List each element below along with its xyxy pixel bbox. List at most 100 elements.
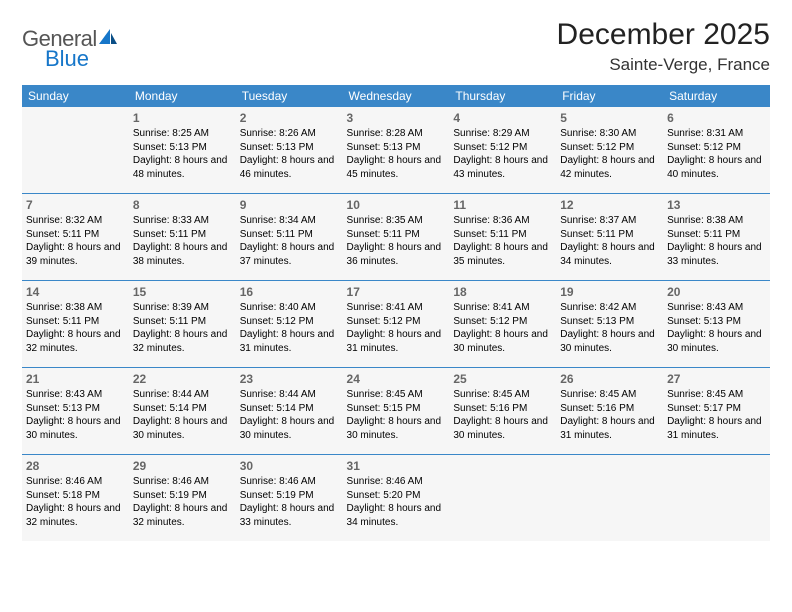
day-cell: 15Sunrise: 8:39 AMSunset: 5:11 PMDayligh… xyxy=(129,281,236,368)
daylight-line: Daylight: 8 hours and 34 minutes. xyxy=(347,502,446,529)
daylight-line: Daylight: 8 hours and 43 minutes. xyxy=(453,154,552,181)
calendar-row: 7Sunrise: 8:32 AMSunset: 5:11 PMDaylight… xyxy=(22,194,770,281)
daylight-line: Daylight: 8 hours and 32 minutes. xyxy=(133,328,232,355)
weekday-header: Saturday xyxy=(663,85,770,107)
sunset-line: Sunset: 5:11 PM xyxy=(453,228,552,242)
day-cell: 16Sunrise: 8:40 AMSunset: 5:12 PMDayligh… xyxy=(236,281,343,368)
day-number: 8 xyxy=(133,194,232,214)
sunrise-line: Sunrise: 8:34 AM xyxy=(240,214,339,228)
day-number: 11 xyxy=(453,194,552,214)
day-cell: 2Sunrise: 8:26 AMSunset: 5:13 PMDaylight… xyxy=(236,107,343,194)
sunrise-line: Sunrise: 8:38 AM xyxy=(667,214,766,228)
sunrise-line: Sunrise: 8:26 AM xyxy=(240,127,339,141)
sunrise-line: Sunrise: 8:37 AM xyxy=(560,214,659,228)
sunset-line: Sunset: 5:11 PM xyxy=(26,228,125,242)
day-cell: 26Sunrise: 8:45 AMSunset: 5:16 PMDayligh… xyxy=(556,368,663,455)
sunset-line: Sunset: 5:11 PM xyxy=(560,228,659,242)
daylight-line: Daylight: 8 hours and 37 minutes. xyxy=(240,241,339,268)
sunset-line: Sunset: 5:11 PM xyxy=(133,315,232,329)
day-number: 5 xyxy=(560,107,659,127)
day-number: 27 xyxy=(667,368,766,388)
empty-cell xyxy=(449,455,556,542)
day-number: 26 xyxy=(560,368,659,388)
sunset-line: Sunset: 5:11 PM xyxy=(133,228,232,242)
weekday-header: Friday xyxy=(556,85,663,107)
sunset-line: Sunset: 5:19 PM xyxy=(240,489,339,503)
sunrise-line: Sunrise: 8:41 AM xyxy=(347,301,446,315)
sunset-line: Sunset: 5:15 PM xyxy=(347,402,446,416)
day-number: 15 xyxy=(133,281,232,301)
sunrise-line: Sunrise: 8:35 AM xyxy=(347,214,446,228)
daylight-line: Daylight: 8 hours and 30 minutes. xyxy=(133,415,232,442)
sunrise-line: Sunrise: 8:46 AM xyxy=(133,475,232,489)
weekday-header: Sunday xyxy=(22,85,129,107)
day-cell: 3Sunrise: 8:28 AMSunset: 5:13 PMDaylight… xyxy=(343,107,450,194)
day-cell: 11Sunrise: 8:36 AMSunset: 5:11 PMDayligh… xyxy=(449,194,556,281)
day-number: 2 xyxy=(240,107,339,127)
daylight-line: Daylight: 8 hours and 40 minutes. xyxy=(667,154,766,181)
sunset-line: Sunset: 5:14 PM xyxy=(240,402,339,416)
day-cell: 4Sunrise: 8:29 AMSunset: 5:12 PMDaylight… xyxy=(449,107,556,194)
day-number: 29 xyxy=(133,455,232,475)
day-number: 12 xyxy=(560,194,659,214)
day-cell: 18Sunrise: 8:41 AMSunset: 5:12 PMDayligh… xyxy=(449,281,556,368)
sunrise-line: Sunrise: 8:38 AM xyxy=(26,301,125,315)
sunset-line: Sunset: 5:11 PM xyxy=(26,315,125,329)
sunset-line: Sunset: 5:13 PM xyxy=(560,315,659,329)
sunrise-line: Sunrise: 8:45 AM xyxy=(667,388,766,402)
sunset-line: Sunset: 5:11 PM xyxy=(667,228,766,242)
day-number: 17 xyxy=(347,281,446,301)
daylight-line: Daylight: 8 hours and 31 minutes. xyxy=(347,328,446,355)
day-cell: 30Sunrise: 8:46 AMSunset: 5:19 PMDayligh… xyxy=(236,455,343,542)
sunset-line: Sunset: 5:12 PM xyxy=(453,141,552,155)
sunrise-line: Sunrise: 8:25 AM xyxy=(133,127,232,141)
sunrise-line: Sunrise: 8:39 AM xyxy=(133,301,232,315)
sunrise-line: Sunrise: 8:30 AM xyxy=(560,127,659,141)
day-cell: 7Sunrise: 8:32 AMSunset: 5:11 PMDaylight… xyxy=(22,194,129,281)
sunset-line: Sunset: 5:12 PM xyxy=(240,315,339,329)
sunrise-line: Sunrise: 8:46 AM xyxy=(26,475,125,489)
sunset-line: Sunset: 5:19 PM xyxy=(133,489,232,503)
day-number: 1 xyxy=(133,107,232,127)
weekday-header: Tuesday xyxy=(236,85,343,107)
sunset-line: Sunset: 5:13 PM xyxy=(240,141,339,155)
daylight-line: Daylight: 8 hours and 32 minutes. xyxy=(26,328,125,355)
logo-word2: Blue xyxy=(45,46,89,72)
sunset-line: Sunset: 5:13 PM xyxy=(26,402,125,416)
sunrise-line: Sunrise: 8:32 AM xyxy=(26,214,125,228)
sunset-line: Sunset: 5:14 PM xyxy=(133,402,232,416)
day-cell: 6Sunrise: 8:31 AMSunset: 5:12 PMDaylight… xyxy=(663,107,770,194)
daylight-line: Daylight: 8 hours and 30 minutes. xyxy=(453,328,552,355)
sunset-line: Sunset: 5:11 PM xyxy=(240,228,339,242)
daylight-line: Daylight: 8 hours and 34 minutes. xyxy=(560,241,659,268)
daylight-line: Daylight: 8 hours and 30 minutes. xyxy=(453,415,552,442)
daylight-line: Daylight: 8 hours and 45 minutes. xyxy=(347,154,446,181)
sunrise-line: Sunrise: 8:44 AM xyxy=(240,388,339,402)
month-title: December 2025 xyxy=(557,18,770,51)
day-cell: 22Sunrise: 8:44 AMSunset: 5:14 PMDayligh… xyxy=(129,368,236,455)
daylight-line: Daylight: 8 hours and 38 minutes. xyxy=(133,241,232,268)
daylight-line: Daylight: 8 hours and 32 minutes. xyxy=(26,502,125,529)
day-cell: 17Sunrise: 8:41 AMSunset: 5:12 PMDayligh… xyxy=(343,281,450,368)
day-cell: 10Sunrise: 8:35 AMSunset: 5:11 PMDayligh… xyxy=(343,194,450,281)
day-number: 16 xyxy=(240,281,339,301)
weekday-header: Wednesday xyxy=(343,85,450,107)
sunrise-line: Sunrise: 8:45 AM xyxy=(453,388,552,402)
day-number: 19 xyxy=(560,281,659,301)
day-cell: 5Sunrise: 8:30 AMSunset: 5:12 PMDaylight… xyxy=(556,107,663,194)
sunrise-line: Sunrise: 8:42 AM xyxy=(560,301,659,315)
day-cell: 19Sunrise: 8:42 AMSunset: 5:13 PMDayligh… xyxy=(556,281,663,368)
empty-cell xyxy=(556,455,663,542)
day-number: 21 xyxy=(26,368,125,388)
sunrise-line: Sunrise: 8:40 AM xyxy=(240,301,339,315)
sunset-line: Sunset: 5:12 PM xyxy=(453,315,552,329)
sunrise-line: Sunrise: 8:28 AM xyxy=(347,127,446,141)
day-cell: 27Sunrise: 8:45 AMSunset: 5:17 PMDayligh… xyxy=(663,368,770,455)
empty-cell xyxy=(22,107,129,194)
daylight-line: Daylight: 8 hours and 33 minutes. xyxy=(667,241,766,268)
day-number: 6 xyxy=(667,107,766,127)
sunset-line: Sunset: 5:16 PM xyxy=(560,402,659,416)
daylight-line: Daylight: 8 hours and 30 minutes. xyxy=(26,415,125,442)
sunrise-line: Sunrise: 8:45 AM xyxy=(347,388,446,402)
day-cell: 25Sunrise: 8:45 AMSunset: 5:16 PMDayligh… xyxy=(449,368,556,455)
